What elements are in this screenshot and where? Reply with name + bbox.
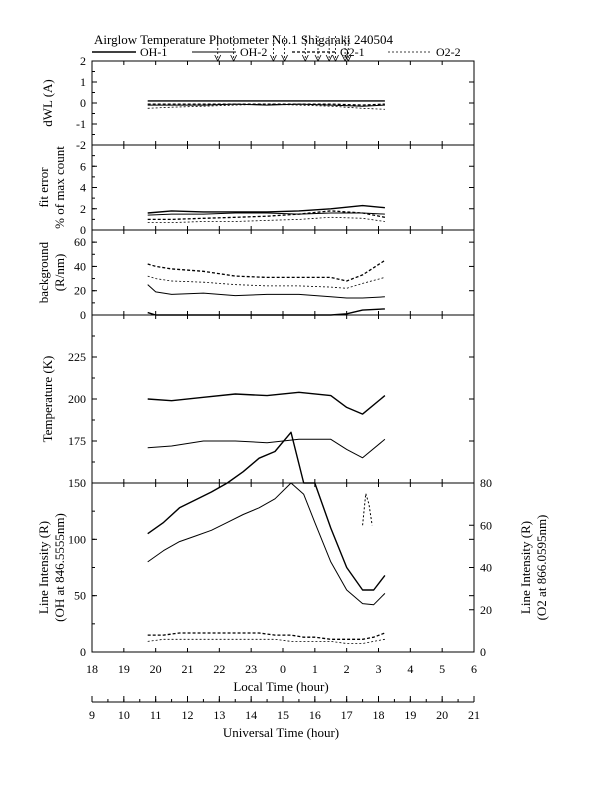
local-time-tick-label: 22 [213,662,225,676]
y-tick-label: 175 [68,434,86,448]
universal-time-tick-label: 14 [245,708,257,722]
series-oh-1-line [147,204,385,214]
y-axis-label: dWL (A) [40,79,55,127]
y-axis-label-2: % of max count [52,146,67,229]
universal-time-tick-label: 15 [277,708,289,722]
legend-label-o2-2: O2-2 [436,45,461,59]
local-time-tick-label: 4 [407,662,413,676]
local-time-tick-label: 6 [471,662,477,676]
y-tick-label: 0 [80,645,86,659]
y-tick-label: 20 [74,284,86,298]
legend-label-oh-2: OH-2 [240,45,267,59]
local-time-tick-label: 23 [245,662,257,676]
local-time-tick-label: 21 [182,662,194,676]
series-o2-2-line [147,103,385,110]
series-oh-2-line [147,482,386,606]
universal-time-tick-label: 13 [213,708,225,722]
panel-dwl: -2 -1 0 1 2 dWL (A) [40,54,475,152]
y-tick-label: 0 [80,96,86,110]
y-tick-label: 40 [74,259,86,273]
y-tick-label: 225 [68,350,86,364]
y-tick-label: 2 [80,54,86,68]
series-o2-2-line [147,216,385,224]
legend-label-oh-1: OH-1 [140,45,167,59]
y-tick-label: 150 [68,476,86,490]
time-axes: 18 19 20 21 22 23 0 1 2 3 4 5 69 10 11 12 13 14 15 16 17 18 19… [86,662,480,722]
y-axis-label: Temperature (K) [40,356,55,443]
universal-time-tick-label: 18 [373,708,385,722]
series-oh-2-line [147,284,385,299]
panel-fit_error: 0 2 4 6 fit error% of max count [36,144,475,237]
panel-frame [91,482,475,653]
y-tick-label: 60 [74,235,86,249]
series-oh-1-line [147,431,386,591]
y-right-tick-label: 80 [480,476,492,490]
universal-time-tick-label: 21 [468,708,480,722]
series-oh-2-line [147,212,385,216]
y-axis-label-2: (OH at 846.5555nm) [52,513,67,622]
local-time-tick-label: 18 [86,662,98,676]
panel-background: 0 20 40 60 background (R/nm) [36,229,475,322]
panel-frame [91,60,475,146]
local-time-label: Local Time (hour) [233,679,328,694]
universal-time-tick-label: 20 [436,708,448,722]
y-tick-label: 2 [80,202,86,216]
panel-frame [91,229,475,316]
universal-time-tick-label: 10 [118,708,130,722]
y-right-label: Line Intensity (R) [518,521,533,614]
universal-time-label: Universal Time (hour) [223,725,339,740]
y-axis-label: Line Intensity (R) [36,521,51,614]
y-tick-label: -1 [76,117,86,131]
y-axis-label-2: (R/nm) [52,254,67,292]
series-oh-1-line [147,391,386,415]
local-time-tick-label: 20 [150,662,162,676]
series-oh-1-line [147,308,385,316]
figure-title: Airglow Temperature Photometer No.1 Shig… [94,32,394,47]
universal-time-tick-label: 11 [150,708,162,722]
y-tick-label: 50 [74,589,86,603]
series-oh-2-line [147,103,385,107]
legend: OH-1 OH-2 O2-1 O2-2 [92,45,461,59]
y-tick-label: -2 [76,138,86,152]
panel-frame [91,144,475,231]
y-right-label-2: (O2 at 866.0595nm) [534,515,549,621]
series-o2-1-line [147,632,386,640]
local-time-tick-label: 2 [344,662,350,676]
universal-time-tick-label: 9 [89,708,95,722]
y-axis-label: background [36,241,51,303]
series-o2-1-line [147,259,386,282]
y-right-tick-label: 0 [480,645,486,659]
local-time-tick-label: 1 [312,662,318,676]
legend-label-o2-1: O2-1 [340,45,365,59]
universal-time-tick-label: 16 [309,708,321,722]
y-tick-label: 200 [68,392,86,406]
local-time-tick-label: 3 [376,662,382,676]
y-tick-label: 0 [80,308,86,322]
panel-temperature: 175 200 225 Temperature (K) [40,314,475,484]
universal-time-tick-label: 19 [404,708,416,722]
y-tick-label: 1 [80,75,86,89]
y-tick-label: 4 [80,181,86,195]
local-time-tick-label: 0 [280,662,286,676]
y-tick-label: 100 [68,532,86,546]
y-right-tick-label: 20 [480,603,492,617]
y-right-tick-label: 40 [480,561,492,575]
y-tick-label: 6 [80,159,86,173]
universal-time-tick-label: 12 [182,708,194,722]
universal-time-tick-label: 17 [341,708,353,722]
y-right-tick-label: 60 [480,518,492,532]
y-tick-label: 0 [80,223,86,237]
series-o2-2-line [147,638,385,644]
series-o2-2-line [147,275,386,289]
panels: -2 -1 0 1 2 dWL (A) 0 2 4 6 fit error% of max coun… [36,54,549,659]
local-time-tick-label: 19 [118,662,130,676]
y-axis-label: fit error [36,167,51,208]
o2-spike-line [362,493,373,526]
local-time-tick-label: 5 [439,662,445,676]
